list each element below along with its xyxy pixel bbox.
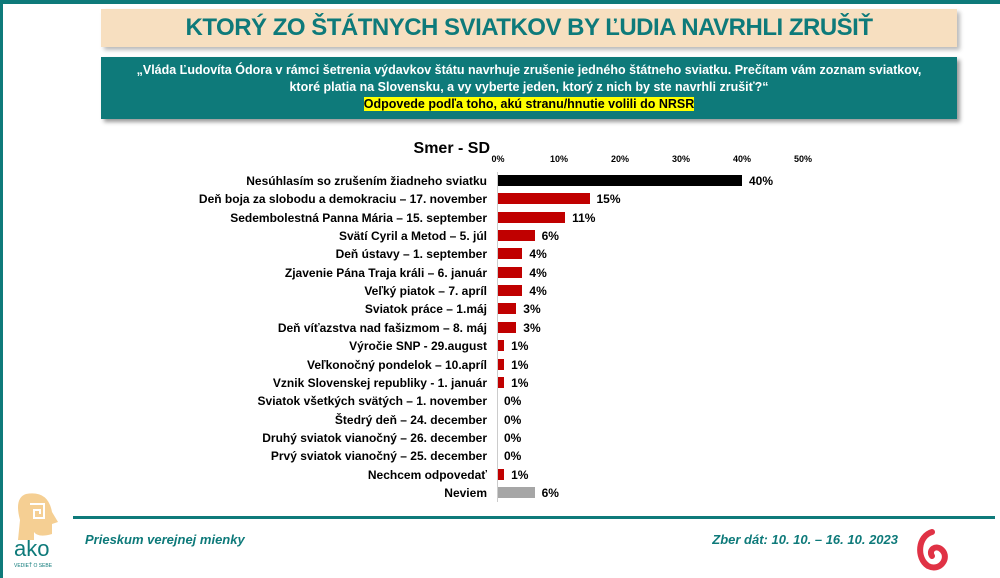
data-label: 6% (541, 229, 559, 244)
x-tick-label: 40% (732, 154, 752, 164)
category-label: Druhý sviatok vianočný – 26. december (262, 430, 487, 445)
bar (498, 193, 590, 205)
bar (498, 321, 517, 333)
bar (498, 303, 517, 315)
category-label: Nesúhlasím so zrušením žiadneho sviatku (246, 174, 487, 188)
footer-collection-date: Zber dát: 10. 10. – 16. 10. 2023 (712, 532, 898, 547)
data-label: 1% (511, 339, 529, 354)
x-tick-label: 50% (793, 154, 813, 164)
bar (498, 248, 523, 260)
data-label: 1% (511, 467, 529, 482)
data-label: 3% (523, 302, 541, 317)
bar (498, 468, 505, 480)
bar (498, 285, 523, 297)
bar (498, 175, 742, 186)
category-label: Výročie SNP - 29.august (349, 339, 487, 354)
question-box: „Vláda Ľudovíta Ódora v rámci šetrenia v… (101, 57, 957, 119)
ako-logo: ako VEDIEŤ O SEBE (14, 493, 58, 569)
category-label: Zjavenie Pána Traja králi – 6. január (284, 265, 487, 280)
bar (498, 486, 535, 498)
bar (498, 376, 505, 388)
bar (498, 211, 566, 223)
category-label: Svätí Cyril a Metod – 5. júl (338, 229, 487, 244)
x-tick-label: 0% (491, 154, 505, 164)
category-label: Deň boja za slobodu a demokraciu – 17. n… (198, 192, 487, 207)
footer-survey-label: Prieskum verejnej mienky (85, 532, 245, 547)
bar (498, 230, 535, 242)
category-label: Deň víťazstva nad fašizmom – 8. máj (277, 320, 487, 335)
data-label: 1% (511, 357, 529, 372)
data-label: 0% (504, 430, 522, 445)
data-label: 4% (529, 284, 547, 299)
title-banner: KTORÝ ZO ŠTÁTNYCH SVIATKOV BY ĽUDIA NAVR… (101, 9, 957, 47)
footer-line (73, 516, 995, 519)
data-label: 0% (504, 394, 522, 409)
bar (498, 266, 523, 278)
category-label: Sviatok práce – 1.máj (364, 302, 487, 317)
x-tick-label: 30% (671, 154, 691, 164)
data-label: 4% (529, 265, 547, 280)
data-label: 6% (541, 485, 559, 500)
data-label: 11% (572, 210, 596, 225)
data-label: 1% (511, 375, 529, 390)
category-label: Deň ústavy – 1. september (335, 247, 487, 262)
category-label: Sviatok všetkých svätých – 1. november (257, 394, 487, 409)
page-title: KTORÝ ZO ŠTÁTNYCH SVIATKOV BY ĽUDIA NAVR… (185, 14, 873, 41)
bar (498, 340, 505, 352)
category-label: Prvý sviatok vianočný – 25. december (270, 449, 487, 464)
category-label: Štedrý deň – 24. december (334, 412, 487, 427)
x-tick-label: 10% (549, 154, 569, 164)
data-label: 0% (504, 449, 522, 464)
data-label: 3% (523, 320, 541, 335)
category-label: Veľkonočný pondelok – 10.apríl (306, 357, 487, 372)
data-label: 15% (596, 192, 621, 207)
data-label: 4% (529, 247, 547, 262)
x-tick-label: 20% (610, 154, 630, 164)
y-axis-line (497, 172, 498, 502)
logo-text: ako (14, 536, 49, 561)
category-label: Neviem (444, 485, 487, 500)
category-label: Vznik Slovenskej republiky - 1. január (272, 375, 487, 390)
category-label: Veľký piatok – 7. apríl (364, 284, 487, 299)
data-label: 0% (504, 412, 522, 427)
category-label: Sedembolestná Panna Mária – 15. septembe… (230, 210, 487, 225)
left-border (0, 0, 3, 578)
svg-text:VEDIEŤ O SEBE: VEDIEŤ O SEBE (14, 561, 53, 569)
spiral-logo-icon (917, 529, 948, 571)
bar (498, 358, 505, 370)
top-border (0, 0, 1000, 4)
question-note: Odpovede podľa toho, akú stranu/hnutie v… (363, 97, 695, 111)
chart-title: Smer - SD (413, 140, 490, 157)
data-label: 40% (749, 174, 774, 188)
question-text: „Vláda Ľudovíta Ódora v rámci šetrenia v… (136, 63, 922, 94)
category-label: Nechcem odpovedať (367, 467, 487, 482)
